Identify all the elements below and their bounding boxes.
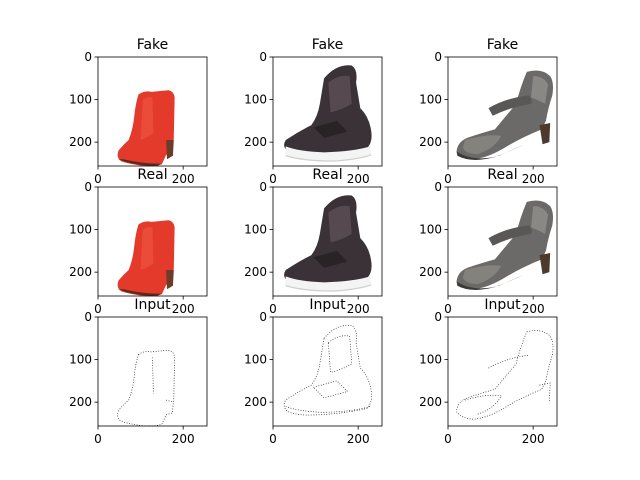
x-tick-label: 200 xyxy=(347,172,370,186)
panel-title: Real xyxy=(487,167,517,183)
y-tick-label: 200 xyxy=(69,395,92,409)
panel-title: Input xyxy=(309,297,346,313)
axes-frame xyxy=(447,316,558,427)
panel-0-2: Fake 0 100 200 0 200 xyxy=(419,37,558,186)
y-tick-label: 200 xyxy=(419,265,442,279)
panel-1-1: Real 0 100 200 0 200 xyxy=(244,167,383,316)
panel-title: Fake xyxy=(137,37,169,53)
x-tick-label: 200 xyxy=(522,432,545,446)
x-tick-label: 200 xyxy=(522,172,545,186)
x-tick-label: 0 xyxy=(94,172,102,186)
y-tick-label: 100 xyxy=(244,223,267,237)
axes-frame xyxy=(97,186,208,297)
x-tick-label: 0 xyxy=(444,302,452,316)
y-tick-label: 100 xyxy=(419,93,442,107)
panel-2-0: Input 0 100 200 0 200 xyxy=(69,297,208,446)
x-tick-label: 0 xyxy=(269,302,277,316)
y-tick-label: 0 xyxy=(259,50,267,64)
panel-title: Input xyxy=(134,297,171,313)
y-tick-label: 0 xyxy=(259,310,267,324)
red-boot-image xyxy=(117,220,175,297)
x-tick-label: 200 xyxy=(522,302,545,316)
panel-title: Input xyxy=(484,297,521,313)
axes-frame xyxy=(447,56,558,167)
black-sneaker-image xyxy=(283,194,373,292)
x-tick-label: 0 xyxy=(269,172,277,186)
x-tick-label: 200 xyxy=(172,302,195,316)
panel-title: Fake xyxy=(312,37,344,53)
y-tick-label: 100 xyxy=(69,353,92,367)
x-tick-label: 0 xyxy=(444,172,452,186)
axes-frame xyxy=(272,186,383,297)
y-tick-label: 200 xyxy=(69,265,92,279)
x-tick-label: 200 xyxy=(347,432,370,446)
y-tick-label: 200 xyxy=(69,135,92,149)
x-tick-label: 200 xyxy=(172,172,195,186)
axes-frame xyxy=(272,56,383,167)
gray-sandal-image xyxy=(456,200,554,290)
y-tick-label: 0 xyxy=(84,310,92,324)
y-tick-label: 100 xyxy=(419,353,442,367)
panel-title: Fake xyxy=(487,37,519,53)
y-tick-label: 0 xyxy=(84,50,92,64)
panel-0-0: Fake 0 100 200 0 200 xyxy=(69,37,208,186)
y-tick-label: 0 xyxy=(84,180,92,194)
sandal-edges-image xyxy=(456,330,554,420)
x-tick-label: 0 xyxy=(269,432,277,446)
axes-frame xyxy=(97,56,208,167)
y-tick-label: 100 xyxy=(69,223,92,237)
axes-frame xyxy=(97,316,208,427)
panel-2-1: Input 0 100 200 0 200 xyxy=(244,297,383,446)
y-tick-label: 0 xyxy=(259,180,267,194)
y-tick-label: 0 xyxy=(434,310,442,324)
boot-edges-image xyxy=(117,349,175,427)
sneaker-edges-image xyxy=(283,324,372,416)
y-tick-label: 100 xyxy=(69,93,92,107)
panel-1-0: Real 0 100 200 0 200 xyxy=(69,167,208,316)
y-tick-label: 100 xyxy=(244,93,267,107)
y-tick-label: 200 xyxy=(244,395,267,409)
y-tick-label: 100 xyxy=(244,353,267,367)
y-tick-label: 200 xyxy=(244,265,267,279)
y-tick-label: 200 xyxy=(419,135,442,149)
y-tick-label: 0 xyxy=(434,180,442,194)
axes-frame xyxy=(272,316,383,427)
y-tick-label: 100 xyxy=(419,223,442,237)
x-tick-label: 200 xyxy=(172,432,195,446)
black-sneaker-image xyxy=(283,64,373,162)
y-tick-label: 200 xyxy=(419,395,442,409)
panel-title: Real xyxy=(137,167,167,183)
y-tick-label: 0 xyxy=(434,50,442,64)
panels-layer: Fake 0 100 200 0 200 Fake 0 100 200 0 200 Fake 0 100 20… xyxy=(69,37,558,446)
x-tick-label: 0 xyxy=(94,302,102,316)
x-tick-label: 0 xyxy=(94,432,102,446)
panel-2-2: Input 0 100 200 0 200 xyxy=(419,297,558,446)
panel-1-2: Real 0 100 200 0 200 xyxy=(419,167,558,316)
axes-frame xyxy=(447,186,558,297)
x-tick-label: 0 xyxy=(444,432,452,446)
gray-sandal-image xyxy=(456,70,554,160)
panel-0-1: Fake 0 100 200 0 200 xyxy=(244,37,383,186)
panel-title: Real xyxy=(312,167,342,183)
y-tick-label: 200 xyxy=(244,135,267,149)
red-boot-image xyxy=(117,90,175,167)
x-tick-label: 200 xyxy=(347,302,370,316)
